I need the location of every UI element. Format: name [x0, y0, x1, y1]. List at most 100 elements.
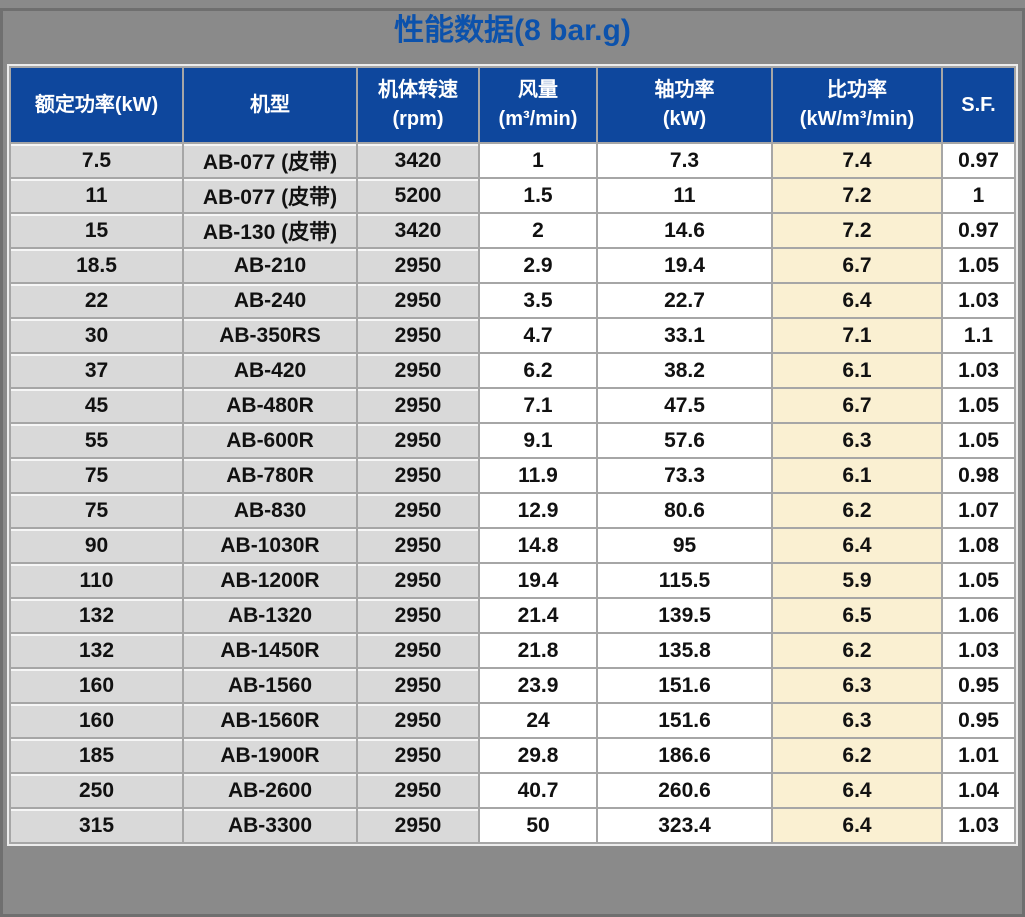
column-header-shaft-power: 轴功率 (kW) [596, 66, 773, 144]
cell-shaft-power: 115.5 [596, 562, 773, 599]
cell-rotor-speed: 2950 [356, 632, 480, 669]
cell-model: AB-2600 [182, 772, 358, 809]
cell-rated-power: 75 [9, 457, 184, 494]
table-row: 75 AB-830 2950 12.9 80.6 6.2 1.07 [9, 492, 1016, 529]
cell-rotor-speed: 2950 [356, 702, 480, 739]
cell-service-factor: 1.04 [941, 772, 1016, 809]
cell-specific-power: 6.3 [771, 667, 943, 704]
cell-specific-power: 6.4 [771, 282, 943, 319]
column-header-air-flow: 风量 (m³/min) [478, 66, 598, 144]
cell-rated-power: 22 [9, 282, 184, 319]
cell-service-factor: 0.95 [941, 702, 1016, 739]
cell-air-flow: 29.8 [478, 737, 598, 774]
cell-air-flow: 14.8 [478, 527, 598, 564]
table-body: 7.5 AB-077 (皮带) 3420 1 7.3 7.4 0.97 11 AB-077 (皮… [9, 142, 1016, 844]
cell-model: AB-130 (皮带) [182, 212, 358, 249]
cell-specific-power: 6.2 [771, 632, 943, 669]
cell-shaft-power: 22.7 [596, 282, 773, 319]
column-header-unit: (kW) [662, 108, 707, 130]
page-title: 性能数据(8 bar.g) [394, 14, 631, 47]
cell-service-factor: 1.05 [941, 422, 1016, 459]
cell-specific-power: 6.2 [771, 737, 943, 774]
cell-air-flow: 23.9 [478, 667, 598, 704]
cell-model: AB-1900R [182, 737, 358, 774]
cell-rated-power: 55 [9, 422, 184, 459]
cell-rated-power: 75 [9, 492, 184, 529]
cell-air-flow: 40.7 [478, 772, 598, 809]
cell-model: AB-420 [182, 352, 358, 389]
cell-air-flow: 2.9 [478, 247, 598, 284]
cell-rotor-speed: 2950 [356, 492, 480, 529]
cell-air-flow: 1.5 [478, 177, 598, 214]
cell-service-factor: 0.95 [941, 667, 1016, 704]
cell-model: AB-077 (皮带) [182, 177, 358, 214]
cell-rated-power: 11 [9, 177, 184, 214]
cell-service-factor: 0.97 [941, 212, 1016, 249]
table-row: 45 AB-480R 2950 7.1 47.5 6.7 1.05 [9, 387, 1016, 424]
cell-rotor-speed: 2950 [356, 527, 480, 564]
cell-model: AB-350RS [182, 317, 358, 354]
column-header-label: 风量 [518, 79, 558, 101]
cell-specific-power: 7.4 [771, 142, 943, 179]
cell-air-flow: 11.9 [478, 457, 598, 494]
table-row: 55 AB-600R 2950 9.1 57.6 6.3 1.05 [9, 422, 1016, 459]
cell-rotor-speed: 2950 [356, 457, 480, 494]
cell-specific-power: 6.7 [771, 387, 943, 424]
column-header-label: 机型 [250, 93, 290, 116]
cell-specific-power: 6.4 [771, 772, 943, 809]
cell-rated-power: 160 [9, 702, 184, 739]
page: { "colors": { "page_background": "#8A8A8… [0, 8, 1025, 917]
cell-air-flow: 19.4 [478, 562, 598, 599]
cell-service-factor: 1.05 [941, 387, 1016, 424]
table-row: 110 AB-1200R 2950 19.4 115.5 5.9 1.05 [9, 562, 1016, 599]
cell-model: AB-077 (皮带) [182, 142, 358, 179]
cell-service-factor: 1.05 [941, 247, 1016, 284]
cell-shaft-power: 57.6 [596, 422, 773, 459]
table-row: 185 AB-1900R 2950 29.8 186.6 6.2 1.01 [9, 737, 1016, 774]
column-header-label: 机体转速 [378, 79, 458, 101]
cell-shaft-power: 95 [596, 527, 773, 564]
cell-shaft-power: 19.4 [596, 247, 773, 284]
cell-specific-power: 6.3 [771, 702, 943, 739]
cell-shaft-power: 14.6 [596, 212, 773, 249]
cell-rated-power: 160 [9, 667, 184, 704]
cell-shaft-power: 186.6 [596, 737, 773, 774]
cell-rotor-speed: 2950 [356, 317, 480, 354]
cell-rotor-speed: 2950 [356, 422, 480, 459]
table-row: 22 AB-240 2950 3.5 22.7 6.4 1.03 [9, 282, 1016, 319]
cell-model: AB-1560 [182, 667, 358, 704]
cell-model: AB-830 [182, 492, 358, 529]
cell-shaft-power: 135.8 [596, 632, 773, 669]
cell-air-flow: 9.1 [478, 422, 598, 459]
cell-service-factor: 1.03 [941, 352, 1016, 389]
cell-service-factor: 1.01 [941, 737, 1016, 774]
cell-specific-power: 6.4 [771, 527, 943, 564]
cell-shaft-power: 139.5 [596, 597, 773, 634]
cell-shaft-power: 323.4 [596, 807, 773, 844]
column-header-rated-power: 额定功率(kW) [9, 66, 184, 144]
cell-rotor-speed: 2950 [356, 667, 480, 704]
cell-rated-power: 132 [9, 597, 184, 634]
cell-air-flow: 4.7 [478, 317, 598, 354]
column-header-specific-power: 比功率 (kW/m³/min) [771, 66, 943, 144]
cell-rotor-speed: 2950 [356, 562, 480, 599]
cell-specific-power: 7.1 [771, 317, 943, 354]
column-header-unit: (rpm) [392, 108, 444, 130]
cell-service-factor: 1.03 [941, 632, 1016, 669]
cell-rotor-speed: 2950 [356, 352, 480, 389]
table-row: 160 AB-1560R 2950 24 151.6 6.3 0.95 [9, 702, 1016, 739]
cell-service-factor: 1.1 [941, 317, 1016, 354]
cell-air-flow: 6.2 [478, 352, 598, 389]
cell-model: AB-1560R [182, 702, 358, 739]
table-row: 315 AB-3300 2950 50 323.4 6.4 1.03 [9, 807, 1016, 844]
cell-service-factor: 1.03 [941, 807, 1016, 844]
cell-rotor-speed: 2950 [356, 597, 480, 634]
cell-rated-power: 90 [9, 527, 184, 564]
cell-specific-power: 7.2 [771, 212, 943, 249]
cell-service-factor: 1.08 [941, 527, 1016, 564]
cell-model: AB-480R [182, 387, 358, 424]
cell-rated-power: 132 [9, 632, 184, 669]
cell-specific-power: 6.4 [771, 807, 943, 844]
cell-air-flow: 7.1 [478, 387, 598, 424]
cell-rated-power: 30 [9, 317, 184, 354]
